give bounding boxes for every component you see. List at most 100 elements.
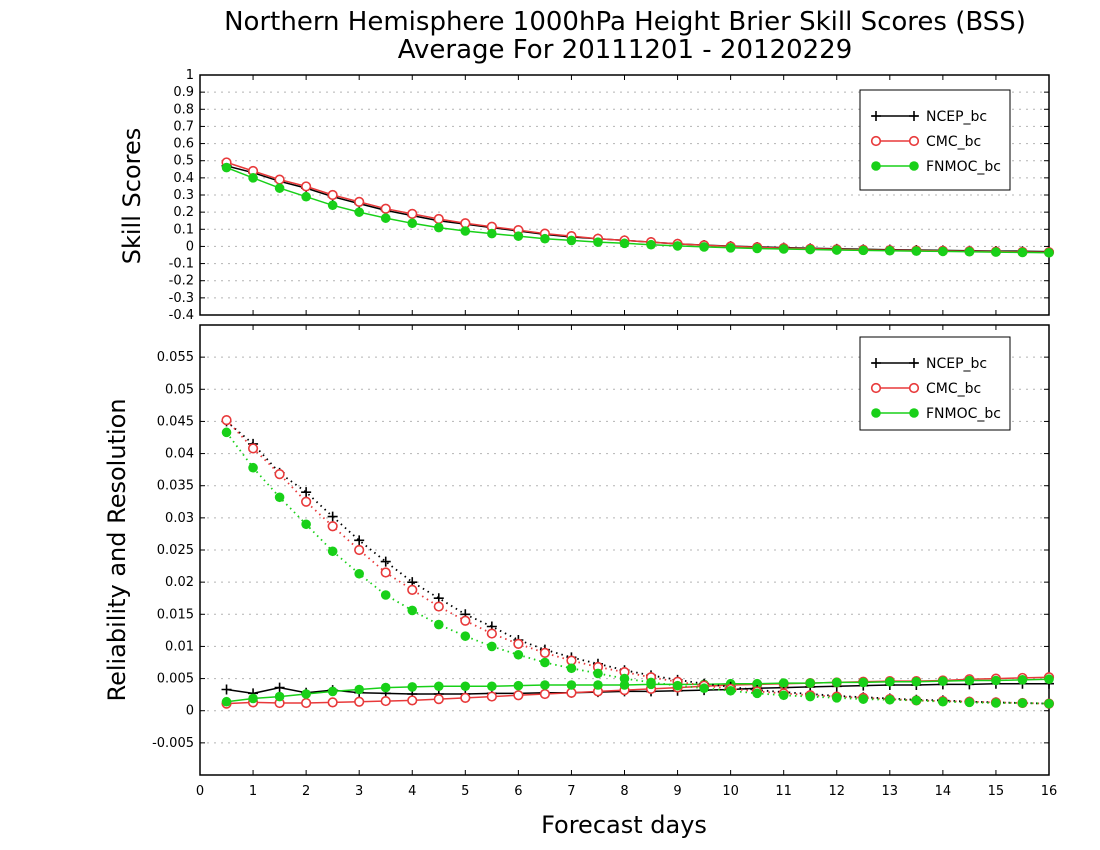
bottom-point-cmc-bc-resolution [460, 615, 471, 626]
bottom-y-tick-label: 0.01 [165, 639, 194, 654]
bottom-point-fnmoc-bc-reliability [778, 678, 789, 688]
bottom-point-fnmoc-bc-reliability [858, 677, 869, 688]
bottom-point-ncep-bc-resolution [327, 511, 338, 522]
bottom-y-tick-label: 0.05 [165, 382, 194, 397]
bottom-point-fnmoc-bc-resolution [354, 568, 364, 579]
bottom-point-ncep-bc-resolution [354, 535, 365, 546]
bottom-point-fnmoc-bc-resolution [407, 605, 418, 616]
bottom-point-fnmoc-bc-reliability [460, 681, 471, 692]
top-point-fnmoc-bc [248, 173, 258, 183]
top-point-cmc-bc [354, 196, 365, 207]
bottom-point-cmc-bc-reliability [460, 692, 471, 703]
bottom-point-ncep-bc-resolution [301, 487, 312, 498]
top-point-cmc-bc [407, 208, 418, 219]
bottom-point-fnmoc-bc-reliability [911, 676, 922, 687]
bottom-legend-label: NCEP_bc [926, 356, 987, 372]
bottom-point-fnmoc-bc-resolution [274, 492, 285, 503]
top-y-tick-label: 0.5 [173, 154, 194, 169]
bottom-y-tick-label: 0 [186, 704, 194, 719]
top-legend-label: NCEP_bc [926, 109, 987, 125]
bottom-legend-marker [909, 408, 919, 418]
bottom-point-fnmoc-bc-resolution [487, 641, 497, 652]
bottom-point-cmc-bc-reliability [433, 694, 444, 705]
bottom-point-fnmoc-bc-reliability [805, 678, 816, 688]
bottom-legend-marker [871, 358, 881, 368]
top-y-tick-label: -0.2 [169, 274, 194, 289]
x-tick-label: 9 [673, 784, 681, 799]
top-legend-marker [909, 161, 919, 171]
bottom-point-cmc-bc-resolution [513, 638, 524, 649]
bottom-point-cmc-bc-resolution [380, 567, 391, 578]
bottom-legend-label: CMC_bc [926, 381, 981, 397]
top-point-fnmoc-bc [460, 226, 471, 236]
bottom-point-cmc-bc-reliability [539, 688, 551, 700]
x-tick-label: 11 [775, 784, 792, 799]
bottom-point-fnmoc-bc-reliability [327, 686, 338, 697]
top-legend-box [859, 89, 1011, 191]
top-y-tick-label: 0.8 [173, 102, 194, 117]
bottom-point-fnmoc-bc-reliability [752, 678, 762, 689]
bottom-point-fnmoc-bc-resolution [619, 673, 630, 684]
top-point-fnmoc-bc [327, 200, 338, 211]
bottom-point-cmc-bc-resolution [486, 628, 497, 639]
top-legend-marker [909, 111, 919, 121]
bottom-point-cmc-bc-reliability [513, 690, 524, 701]
bottom-point-ncep-bc-resolution [380, 556, 391, 567]
top-point-cmc-bc [327, 189, 338, 201]
x-tick-label: 7 [567, 784, 575, 799]
bottom-point-cmc-bc-reliability [407, 695, 418, 706]
bottom-point-fnmoc-bc-resolution [991, 698, 1001, 708]
bottom-point-fnmoc-bc-reliability [938, 676, 948, 686]
bottom-point-fnmoc-bc-resolution [593, 668, 603, 679]
top-point-fnmoc-bc [938, 246, 948, 257]
bottom-y-tick-label: 0.005 [157, 672, 194, 687]
x-tick-label: 15 [988, 784, 1005, 799]
bottom-point-fnmoc-bc-reliability [1017, 675, 1028, 685]
bottom-point-cmc-bc-resolution [274, 469, 285, 480]
bottom-legend: NCEP_bc CMC_bc FNMOC_bc [859, 336, 1011, 431]
x-tick-label: 6 [514, 784, 522, 799]
top-point-fnmoc-bc [487, 228, 497, 239]
top-point-fnmoc-bc [858, 245, 869, 256]
top-point-fnmoc-bc [274, 183, 285, 193]
x-tick-label: 12 [828, 784, 845, 799]
bottom-y-axis-label: Reliability and Resolution [103, 398, 131, 701]
top-y-tick-label: 0.4 [173, 171, 194, 186]
bottom-point-cmc-bc-resolution [433, 601, 444, 612]
bottom-legend-label: FNMOC_bc [926, 406, 1001, 422]
bottom-point-cmc-bc-resolution [354, 544, 365, 556]
bottom-point-cmc-bc-resolution [301, 496, 312, 507]
bottom-point-fnmoc-bc-reliability [831, 677, 842, 688]
x-tick-label: 3 [355, 784, 363, 799]
bottom-point-fnmoc-bc-resolution [858, 694, 869, 704]
top-legend-marker [870, 135, 882, 147]
x-axis-label: Forecast days [541, 811, 707, 839]
top-y-tick-label: 0.6 [173, 137, 194, 152]
bottom-legend-marker [909, 358, 919, 368]
reliability-resolution-panel: -0.005 0 0.005 0.01 0.015 0.02 0.025 0.03 0.035 0… [152, 324, 1057, 799]
bottom-point-fnmoc-bc-resolution [672, 680, 683, 691]
bottom-y-tick-label: 0.015 [157, 607, 194, 622]
bottom-point-cmc-bc-resolution [247, 443, 259, 454]
bottom-y-tick-label: 0.04 [165, 447, 194, 462]
bottom-point-fnmoc-bc-resolution [327, 546, 338, 557]
top-point-cmc-bc [301, 181, 312, 192]
bottom-point-fnmoc-bc-resolution [964, 697, 975, 708]
top-point-fnmoc-bc [540, 233, 550, 244]
top-point-cmc-bc [433, 213, 444, 225]
top-point-fnmoc-bc [566, 235, 577, 246]
skill-scores-panel: -0.4 -0.3 -0.2 -0.1 0 0.1 0.2 0.3 0.4 0.5 0.6 0.7 0.… [169, 68, 1055, 323]
bottom-point-fnmoc-bc-reliability [540, 680, 550, 690]
bottom-point-fnmoc-bc-reliability [433, 681, 444, 692]
bottom-legend-marker [908, 382, 920, 394]
top-y-tick-label: -0.3 [169, 291, 194, 306]
top-point-fnmoc-bc [354, 207, 364, 217]
top-legend-marker [908, 135, 920, 147]
top-point-fnmoc-bc [407, 218, 418, 229]
bottom-point-fnmoc-bc-reliability [566, 680, 577, 690]
top-point-fnmoc-bc [964, 246, 975, 257]
bottom-y-tick-label: -0.005 [152, 736, 194, 751]
bottom-point-fnmoc-bc-reliability [964, 675, 975, 686]
top-point-fnmoc-bc [805, 244, 816, 255]
bottom-point-fnmoc-bc-resolution [778, 690, 789, 701]
